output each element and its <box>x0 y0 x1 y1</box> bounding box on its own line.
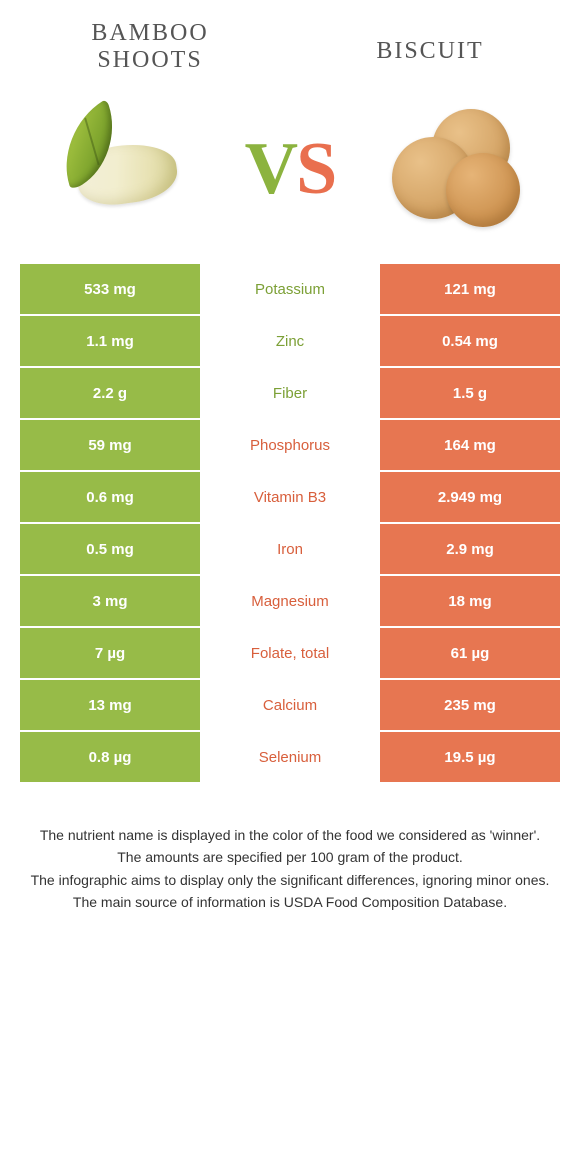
right-value: 1.5 g <box>380 368 560 418</box>
footer-line: The infographic aims to display only the… <box>30 869 550 891</box>
right-value: 121 mg <box>380 264 560 314</box>
table-row: 3 mgMagnesium18 mg <box>20 576 560 628</box>
right-value: 18 mg <box>380 576 560 626</box>
right-value: 2.949 mg <box>380 472 560 522</box>
biscuit-image <box>382 104 527 234</box>
vs-label: VS <box>245 127 336 212</box>
right-value: 61 µg <box>380 628 560 678</box>
left-value: 7 µg <box>20 628 200 678</box>
vs-v-letter: V <box>245 128 296 210</box>
nutrient-name: Iron <box>200 524 380 574</box>
table-row: 7 µgFolate, total61 µg <box>20 628 560 680</box>
left-value: 0.8 µg <box>20 732 200 782</box>
images-row: VS <box>0 84 580 264</box>
nutrient-name: Phosphorus <box>200 420 380 470</box>
left-value: 0.5 mg <box>20 524 200 574</box>
nutrient-name: Magnesium <box>200 576 380 626</box>
table-row: 13 mgCalcium235 mg <box>20 680 560 732</box>
left-food-title: BAMBOO SHOOTS <box>50 20 250 74</box>
table-row: 0.6 mgVitamin B32.949 mg <box>20 472 560 524</box>
right-value: 0.54 mg <box>380 316 560 366</box>
left-value: 3 mg <box>20 576 200 626</box>
nutrient-name: Vitamin B3 <box>200 472 380 522</box>
footer-line: The nutrient name is displayed in the co… <box>30 824 550 846</box>
right-value: 164 mg <box>380 420 560 470</box>
left-value: 1.1 mg <box>20 316 200 366</box>
table-row: 0.8 µgSelenium19.5 µg <box>20 732 560 784</box>
nutrient-name: Potassium <box>200 264 380 314</box>
bamboo-shoot-image <box>53 104 198 234</box>
nutrient-name: Calcium <box>200 680 380 730</box>
footer-notes: The nutrient name is displayed in the co… <box>0 784 580 934</box>
left-value: 2.2 g <box>20 368 200 418</box>
right-value: 2.9 mg <box>380 524 560 574</box>
table-row: 1.1 mgZinc0.54 mg <box>20 316 560 368</box>
header: BAMBOO SHOOTS BISCUIT <box>0 0 580 84</box>
right-food-title: BISCUIT <box>330 20 530 74</box>
nutrient-name: Folate, total <box>200 628 380 678</box>
vs-s-letter: S <box>296 128 335 210</box>
nutrient-name: Selenium <box>200 732 380 782</box>
nutrient-name: Fiber <box>200 368 380 418</box>
right-value: 19.5 µg <box>380 732 560 782</box>
table-row: 2.2 gFiber1.5 g <box>20 368 560 420</box>
nutrient-name: Zinc <box>200 316 380 366</box>
left-value: 59 mg <box>20 420 200 470</box>
footer-line: The main source of information is USDA F… <box>30 891 550 913</box>
footer-line: The amounts are specified per 100 gram o… <box>30 846 550 868</box>
nutrient-table: 533 mgPotassium121 mg1.1 mgZinc0.54 mg2.… <box>0 264 580 784</box>
left-value: 13 mg <box>20 680 200 730</box>
table-row: 0.5 mgIron2.9 mg <box>20 524 560 576</box>
right-value: 235 mg <box>380 680 560 730</box>
table-row: 59 mgPhosphorus164 mg <box>20 420 560 472</box>
left-value: 533 mg <box>20 264 200 314</box>
left-value: 0.6 mg <box>20 472 200 522</box>
table-row: 533 mgPotassium121 mg <box>20 264 560 316</box>
